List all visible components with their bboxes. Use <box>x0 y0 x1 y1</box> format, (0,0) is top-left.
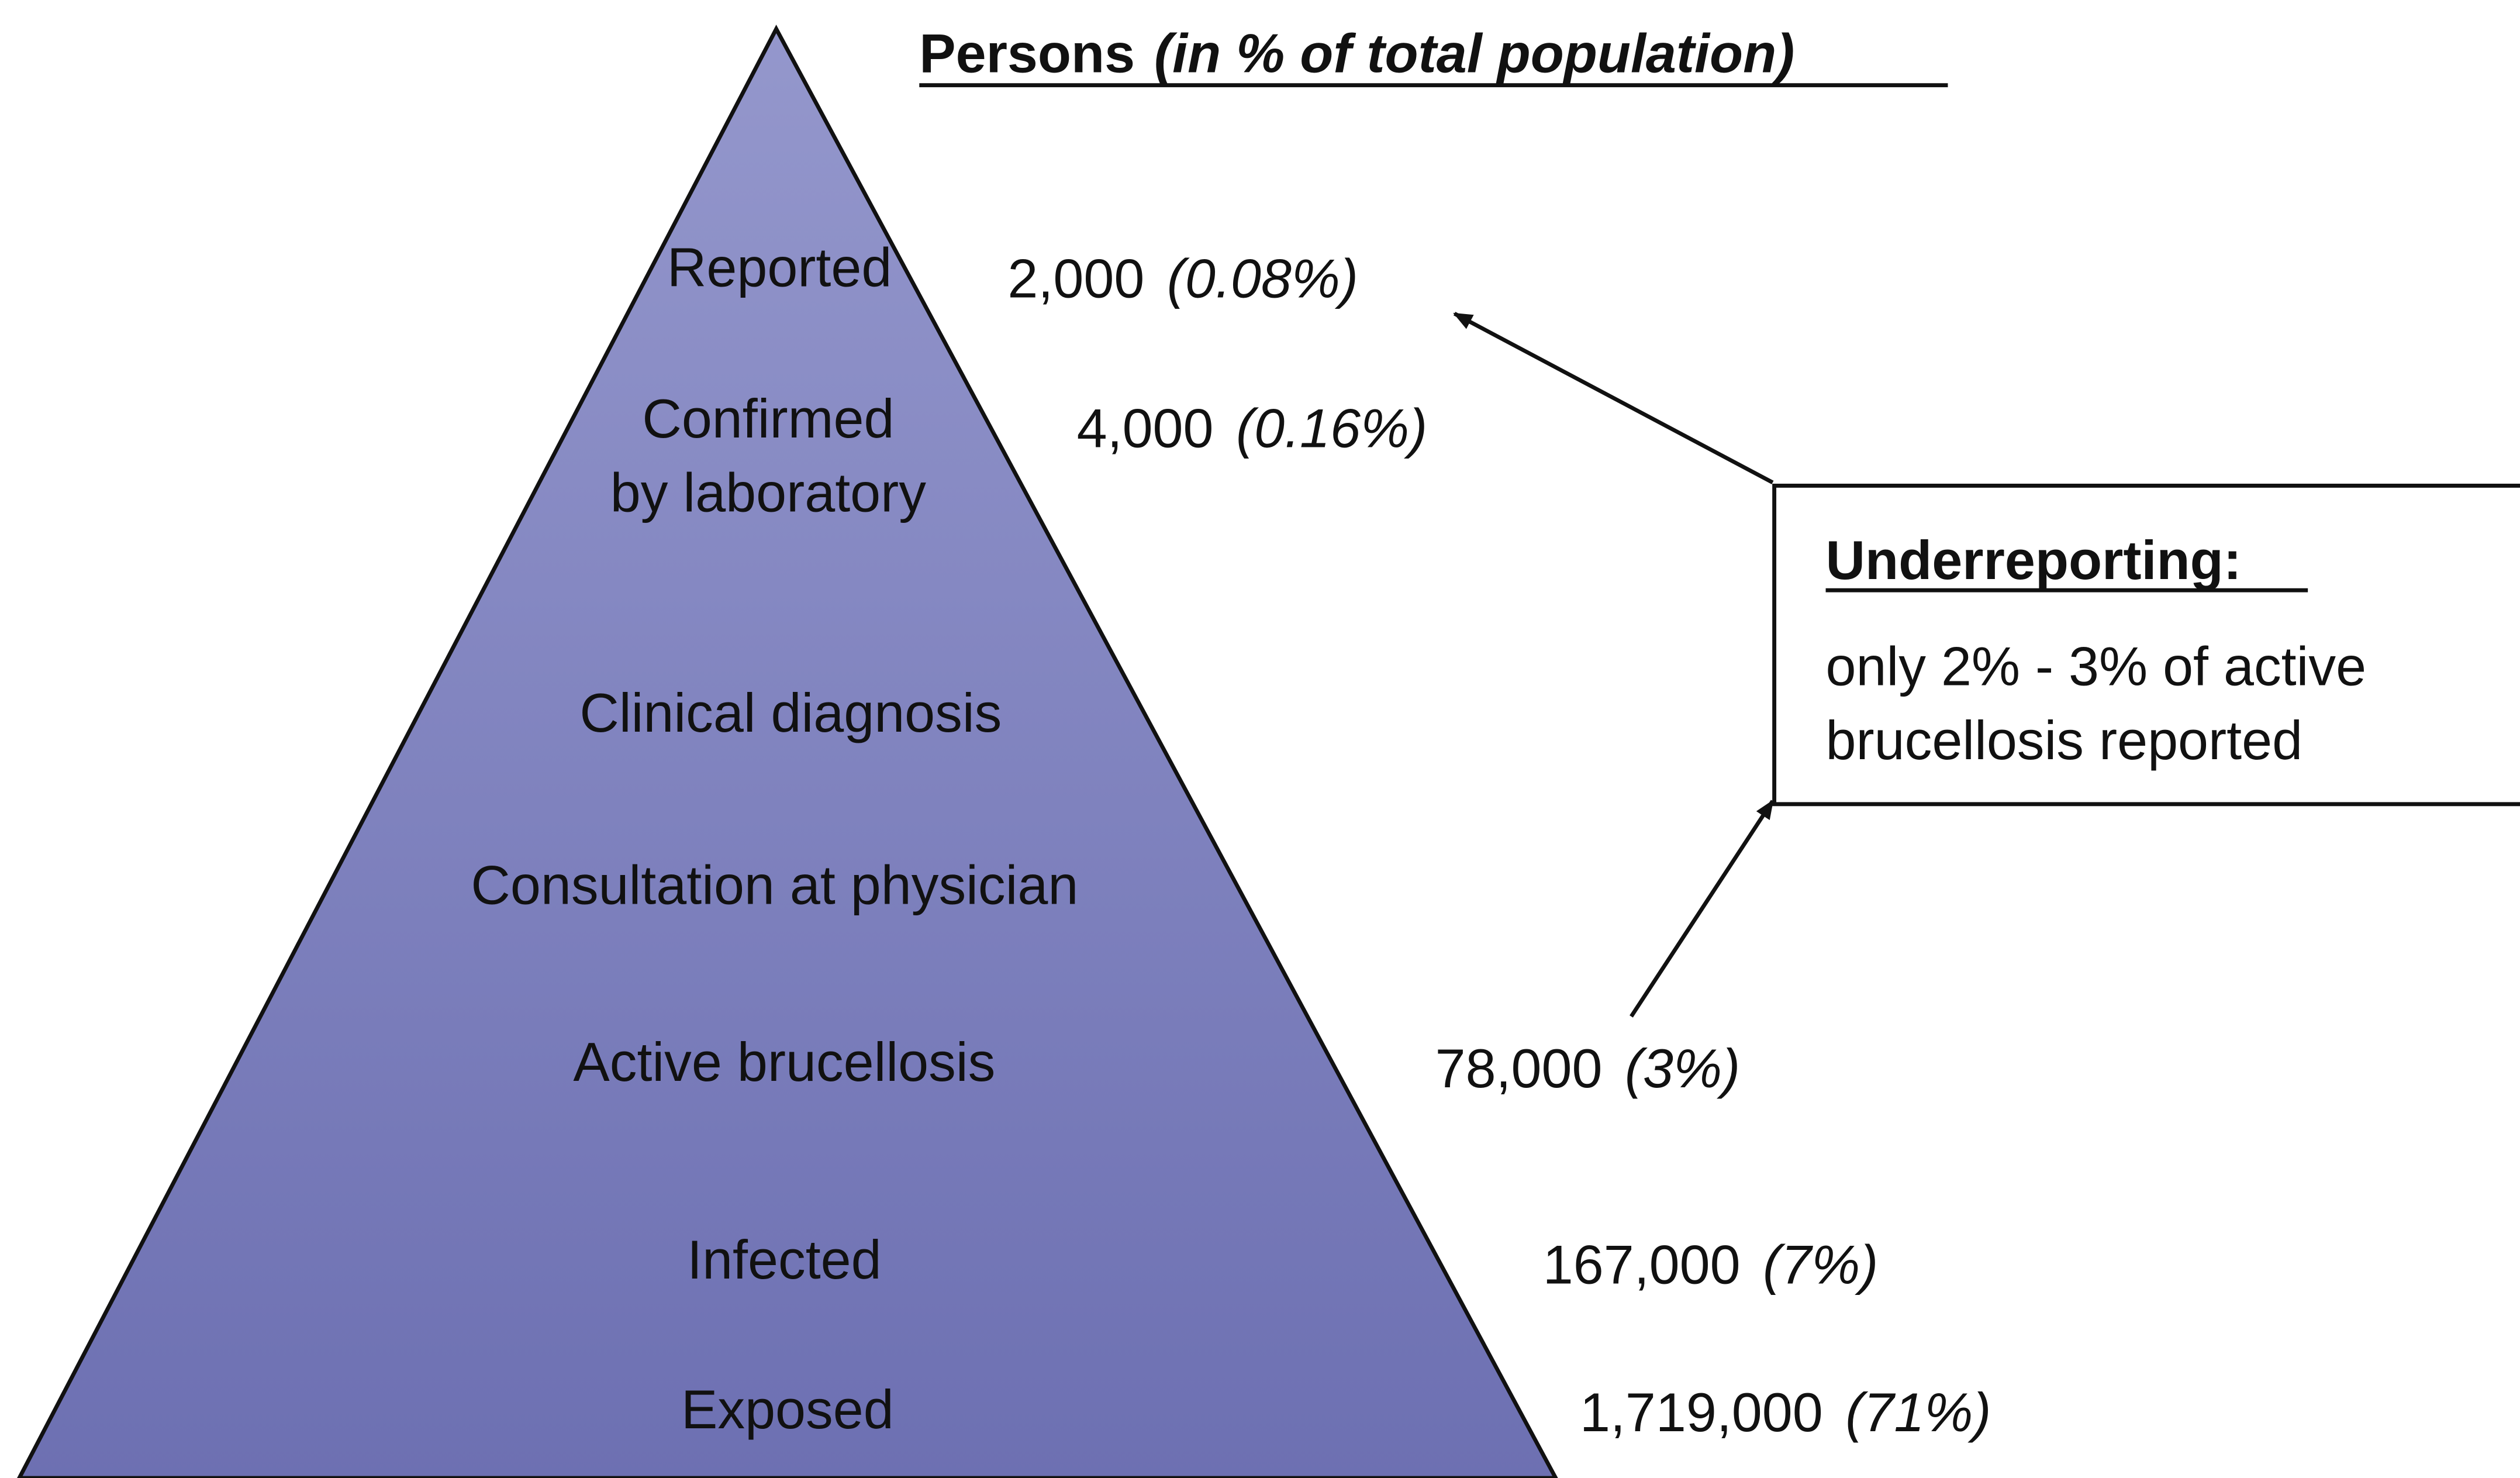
level-percent: (3%) <box>1625 1038 1740 1099</box>
level-count: 167,000 <box>1543 1234 1741 1295</box>
level-percent: (7%) <box>1763 1234 1878 1295</box>
level-percent: (0.08%) <box>1167 248 1358 309</box>
level-value: 167,000 (7%) <box>1543 1234 1879 1295</box>
level-value: 1,719,000 (71%) <box>1580 1381 1991 1443</box>
pyramid <box>17 25 1558 1478</box>
arrow <box>1630 800 1775 1018</box>
callout-box <box>1772 483 2520 807</box>
title: Persons (in % of total population) <box>919 23 1794 84</box>
level-label: Confirmed <box>642 388 894 449</box>
callout-line: brucellosis reported <box>1826 709 2303 771</box>
level-value: 78,000 (3%) <box>1435 1038 1741 1099</box>
level-count: 1,719,000 <box>1580 1381 1823 1443</box>
level-label: Consultation at physician <box>471 854 1078 915</box>
level-count: 2,000 <box>1007 248 1144 309</box>
level-count: 4,000 <box>1077 397 1214 459</box>
level-label: Active brucellosis <box>573 1031 995 1093</box>
level-percent: (0.16%) <box>1236 397 1427 459</box>
level-label: Infected <box>687 1229 882 1290</box>
level-label: Clinical diagnosis <box>579 682 1002 743</box>
level-label: Exposed <box>681 1379 894 1440</box>
level-label: by laboratory <box>610 461 926 523</box>
callout-text: only 2% - 3% of active brucellosis report… <box>1826 635 2367 771</box>
level-count: 78,000 <box>1435 1038 1603 1099</box>
level-percent: (71%) <box>1845 1381 1991 1443</box>
levels: Reported 2,000 (0.08%) Confirmed by laborato… <box>471 236 1991 1443</box>
callout-heading: Underreporting: <box>1826 529 2242 591</box>
level-value: 2,000 (0.08%) <box>1007 248 1358 309</box>
callout-line: only 2% - 3% of active <box>1826 635 2367 697</box>
arrow <box>1453 312 1774 484</box>
level-label: Reported <box>667 236 892 298</box>
level-value: 4,000 (0.16%) <box>1077 397 1428 459</box>
